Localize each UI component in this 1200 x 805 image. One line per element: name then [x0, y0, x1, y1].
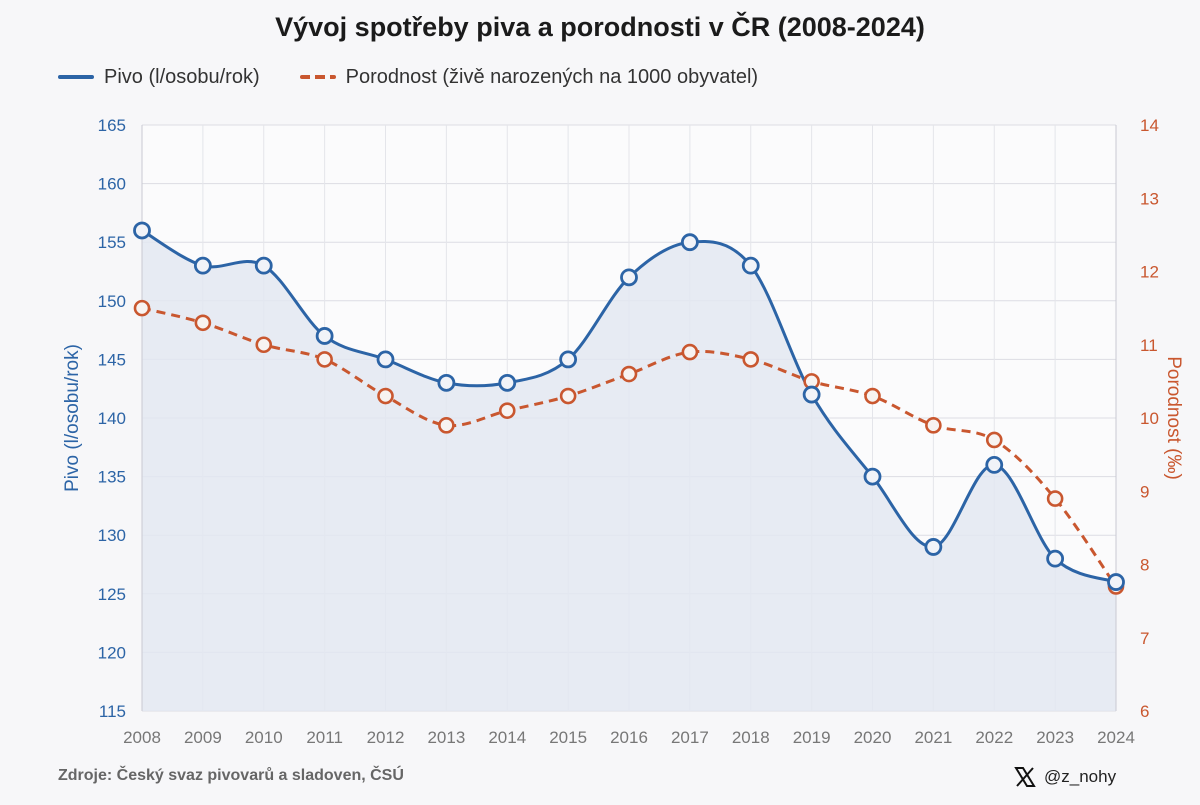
data-point-beer	[680, 233, 699, 252]
data-point-birth	[559, 387, 577, 405]
legend-swatch-beer	[58, 75, 94, 79]
legend-item-beer: Pivo (l/osobu/rok)	[58, 66, 260, 89]
data-point-birth	[316, 351, 333, 368]
y-tick-label-right: 12	[1140, 263, 1159, 282]
y-tick-label-right: 11	[1140, 336, 1158, 355]
data-point-birth	[985, 431, 1003, 449]
x-tick-label: 2017	[671, 728, 709, 747]
y-tick-label-left: 155	[98, 233, 126, 252]
data-point-beer	[133, 221, 151, 240]
data-point-beer	[924, 538, 943, 556]
x-tick-label: 2020	[854, 728, 892, 747]
y-tick-label-right: 7	[1140, 629, 1149, 648]
data-point-beer	[437, 373, 456, 392]
data-point-beer	[1046, 549, 1065, 568]
data-point-birth	[681, 343, 699, 361]
y-tick-label-left: 120	[98, 643, 126, 662]
y-tick-label-right: 13	[1140, 189, 1159, 208]
data-point-birth	[1046, 490, 1064, 507]
data-point-birth	[194, 314, 212, 332]
legend-swatch-birth	[299, 75, 336, 79]
x-tick-label: 2018	[732, 728, 770, 747]
y-tick-label-right: 14	[1140, 116, 1159, 135]
data-point-beer	[620, 268, 638, 287]
x-tick-label: 2008	[123, 728, 161, 747]
data-point-birth	[620, 365, 638, 383]
x-tick-label: 2014	[488, 728, 526, 747]
data-point-birth	[377, 387, 394, 405]
x-tick-label: 2016	[610, 728, 648, 747]
x-tick-label: 2015	[549, 728, 587, 747]
y-tick-label-right: 10	[1140, 409, 1159, 428]
x-tick-label: 2013	[427, 728, 465, 747]
x-tick-label: 2010	[245, 728, 283, 747]
y-tick-label-right: 6	[1140, 702, 1149, 721]
y-tick-label-left: 135	[98, 468, 126, 487]
y-tick-label-left: 140	[98, 409, 126, 428]
data-point-beer	[376, 350, 395, 369]
x-tick-label: 2011	[306, 728, 343, 747]
data-point-beer	[193, 256, 212, 275]
x-logo-icon	[1014, 767, 1036, 787]
source-note: Zdroje: Český svaz pivovarů a sladoven, …	[58, 767, 404, 784]
data-point-beer	[315, 327, 334, 345]
data-point-birth	[864, 387, 881, 405]
y-axis-title-left: Pivo (l/osobu/rok)	[62, 344, 83, 492]
x-tick-label: 2022	[975, 728, 1013, 747]
data-point-beer	[254, 256, 273, 275]
chart-title: Vývoj spotřeby piva a porodnosti v ČR (2…	[275, 12, 925, 42]
data-point-beer	[985, 455, 1004, 474]
y-tick-label-left: 165	[98, 116, 126, 135]
data-point-birth	[438, 417, 455, 434]
x-tick-label: 2024	[1097, 728, 1135, 747]
data-point-birth	[255, 336, 273, 354]
x-tick-label: 2012	[367, 728, 405, 747]
beer-area-fill	[142, 230, 1116, 712]
data-point-birth	[742, 351, 760, 368]
y-tick-label-left: 125	[98, 585, 126, 604]
chart-legend: Pivo (l/osobu/rok) Porodnost (živě naroz…	[58, 64, 798, 90]
y-tick-label-left: 160	[98, 175, 126, 194]
y-tick-label-right: 8	[1140, 556, 1149, 575]
x-tick-label: 2023	[1036, 728, 1074, 747]
y-tick-label-left: 145	[98, 350, 126, 369]
data-point-birth	[925, 417, 942, 434]
data-point-beer	[498, 373, 517, 392]
handle-text: @z_nohy	[1044, 767, 1117, 786]
data-point-beer	[802, 385, 821, 404]
legend-label-birth: Porodnost (živě narozených na 1000 obyva…	[345, 65, 759, 88]
y-axis-title-right: Porodnost (‰)	[1163, 356, 1184, 480]
data-point-beer	[559, 350, 578, 369]
x-tick-label: 2009	[184, 728, 222, 747]
legend-item-birth: Porodnost (živě narozených na 1000 obyva…	[299, 65, 759, 89]
x-tick-label: 2019	[793, 728, 831, 747]
data-point-birth	[498, 402, 516, 419]
social-handle[interactable]: @z_nohy	[1014, 766, 1116, 788]
legend-label-beer: Pivo (l/osobu/rok)	[104, 65, 260, 88]
y-tick-label-right: 9	[1140, 482, 1149, 501]
data-point-beer	[1107, 573, 1125, 591]
data-point-beer	[741, 256, 760, 275]
y-tick-label-left: 115	[99, 702, 126, 721]
x-tick-label: 2021	[914, 728, 952, 747]
data-point-beer	[863, 467, 882, 486]
y-tick-label-left: 130	[98, 526, 126, 545]
data-point-birth	[133, 299, 151, 317]
y-tick-label-left: 150	[98, 292, 126, 311]
